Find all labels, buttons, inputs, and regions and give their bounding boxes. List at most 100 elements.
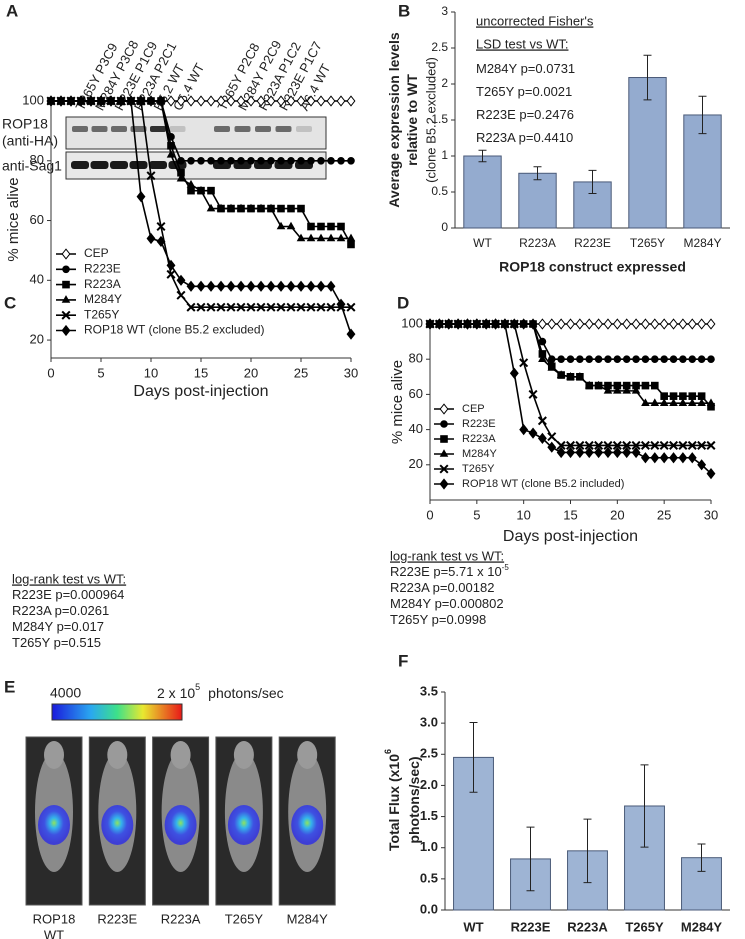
error-bar [640,764,649,848]
marker [444,318,454,330]
marker [156,96,166,104]
marker [678,440,688,450]
marker [439,464,449,474]
marker [187,156,195,165]
marker [439,403,449,415]
signal [101,805,134,845]
legend-label: CEP [462,403,485,415]
mouse-head [44,741,64,769]
y-tick-label: 2.5 [431,40,448,54]
annotation: T265Y p=0.515 [12,635,101,650]
marker [669,452,678,464]
marker [197,156,205,165]
annotation-text: R223A p=0.0261 [12,603,109,618]
marker [196,302,206,312]
y-axis-label-sup: 6 [383,749,393,754]
x-tick-label: 10 [516,507,530,522]
y-axis-label-text: Total Flux (x10 [386,754,402,851]
x-tick-label: 20 [244,365,258,380]
blot-band [90,161,109,169]
marker [336,233,346,242]
legend-label: R223E [84,261,121,275]
marker [61,295,71,303]
marker [519,358,529,368]
marker [166,269,176,279]
annotation-header: log-rank test vs WT: [390,548,504,563]
marker [632,355,640,364]
x-tick-label: R223A [567,919,608,934]
y-tick-label: 2.0 [420,777,438,792]
marker [146,171,156,181]
marker [678,318,688,330]
marker [688,355,697,364]
marker [226,203,236,212]
legend-label: T265Y [84,307,119,321]
y-tick-label: 100 [401,315,423,330]
marker [640,440,650,450]
marker [287,204,295,213]
x-tick-label: M284Y [681,919,723,934]
y-axis-label: % mice alive [5,177,22,261]
blot-band [129,161,148,169]
marker [679,355,687,364]
marker [196,185,206,194]
mouse-head [297,741,318,769]
marker [641,381,650,390]
y-tick-label: 1.0 [420,839,438,854]
marker [538,337,547,346]
marker [640,318,650,330]
x-tick-label: 5 [97,365,104,380]
y-axis-label: Average expression levels [386,32,402,208]
legend-label: T265Y [462,463,495,475]
marker [297,204,305,213]
panel-label: C [4,293,16,312]
marker [697,392,706,400]
marker [62,280,70,289]
y-tick-label: 20 [409,456,423,471]
annotation-text: T265Y p=0.0998 [390,612,486,627]
error-bar [698,95,707,135]
bar [518,172,557,229]
mouse-label: M284Y [287,911,329,926]
mouse-head [233,741,254,769]
marker [584,318,594,330]
marker [316,302,326,312]
blot-band [149,161,167,169]
marker [62,265,70,274]
marker [453,318,463,330]
marker [176,95,186,107]
marker [659,452,669,464]
marker [286,221,296,230]
marker [537,432,547,445]
marker [306,280,316,292]
annotation: R223E p=5.71 x 10-5 [390,563,509,579]
marker [604,355,612,364]
marker [547,441,557,453]
marker [594,446,604,459]
blot-band [214,126,230,132]
bar [628,77,667,229]
marker [276,221,286,230]
x-tick-label: T265Y [630,236,665,250]
error-bar [526,826,535,892]
marker [631,440,641,450]
marker [697,398,706,406]
x-tick-label: R223E [574,236,611,250]
marker [594,355,603,364]
blot-band [213,161,231,169]
marker [246,203,256,212]
marker [688,392,697,400]
marker [697,318,707,330]
marker [566,355,575,364]
y-tick-label: 3.0 [420,715,438,730]
marker [622,355,631,364]
y-tick-label: 1 [441,148,448,162]
marker [519,423,529,436]
marker [640,452,650,464]
marker [206,203,216,212]
y-axis-label-text: relative to WT [404,74,420,166]
marker [566,318,575,330]
marker [556,440,566,450]
marker [346,302,356,312]
